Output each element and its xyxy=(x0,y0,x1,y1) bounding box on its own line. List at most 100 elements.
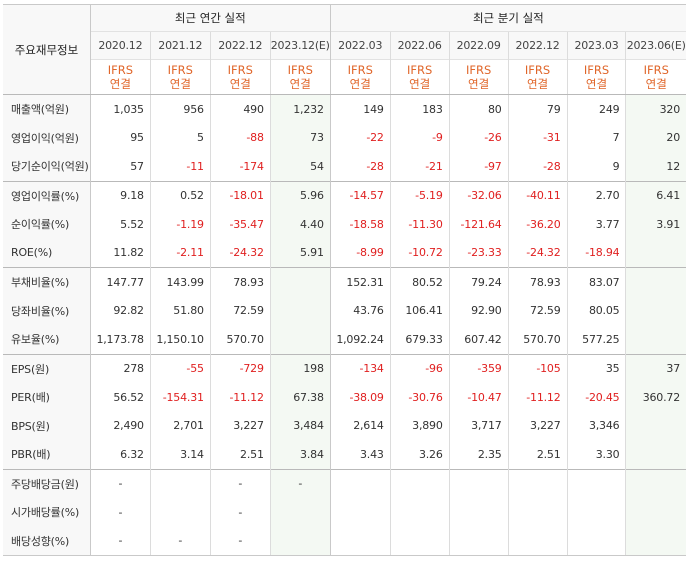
table-cell: -32.06 xyxy=(448,180,509,210)
table-cell: -23.33 xyxy=(448,238,509,268)
table-cell: 198 xyxy=(269,353,331,383)
quarter-group-header: 최근 분기 실적 xyxy=(329,4,686,32)
table-cell: -134 xyxy=(329,353,391,383)
table-cell: 3.43 xyxy=(329,440,391,469)
row-label: BPS(원) xyxy=(3,411,91,440)
table-cell: - xyxy=(89,526,151,556)
table-cell: 9.18 xyxy=(89,180,151,210)
table-cell xyxy=(507,498,568,527)
table-cell: 2,490 xyxy=(89,411,151,440)
table-row: PBR(배) 6.32 3.14 2.51 3.84 3.43 3.26 2.35 2.51 3.… xyxy=(3,440,686,469)
table-cell: 152.31 xyxy=(329,267,391,297)
table-row: 시가배당률(%) - - xyxy=(3,498,686,527)
table-cell xyxy=(269,498,331,527)
table-cell: -729 xyxy=(209,353,271,383)
table-cell xyxy=(389,526,450,556)
table-cell: 3.30 xyxy=(566,440,626,469)
table-cell: 12 xyxy=(625,152,686,181)
basis-standard-label: IFRS xyxy=(227,63,253,77)
row-label: 순이익률(%) xyxy=(3,210,91,239)
basis-standard-label: IFRS xyxy=(107,63,134,77)
table-cell: 80.52 xyxy=(389,267,450,297)
table-cell: 5.91 xyxy=(269,238,331,268)
table-cell: -2.11 xyxy=(149,238,211,268)
basis-consolidation-label: 연결 xyxy=(289,77,311,91)
basis-consolidation-label: 연결 xyxy=(349,77,371,91)
table-cell: -11.12 xyxy=(507,383,568,412)
period-header: 2022.09 xyxy=(448,31,509,60)
table-cell: 1,150.10 xyxy=(149,325,211,354)
table-cell: 37 xyxy=(625,353,686,383)
row-label: 당좌비율(%) xyxy=(3,296,91,325)
table-cell: 1,092.24 xyxy=(329,325,391,354)
table-cell xyxy=(507,468,568,498)
table-cell: -174 xyxy=(209,152,271,181)
table-cell: -121.64 xyxy=(448,210,509,239)
table-cell xyxy=(149,468,211,498)
table-cell: 35 xyxy=(566,353,626,383)
table-cell xyxy=(625,468,686,498)
table-cell: 147.77 xyxy=(89,267,151,297)
basis-consolidation-label: 연결 xyxy=(109,77,131,91)
row-label: 시가배당률(%) xyxy=(3,498,91,527)
table-row: BPS(원) 2,490 2,701 3,227 3,484 2,614 3,890 3,71… xyxy=(3,411,686,440)
table-cell: - xyxy=(89,498,151,527)
table-cell: -30.76 xyxy=(389,383,450,412)
table-cell: 5.96 xyxy=(269,180,331,210)
table-cell xyxy=(269,325,331,354)
table-cell: -21 xyxy=(389,152,450,181)
table-cell: 54 xyxy=(269,152,331,181)
table-cell: - xyxy=(209,498,271,527)
table-cell xyxy=(389,498,450,527)
table-cell xyxy=(625,498,686,527)
basis-standard-label: IFRS xyxy=(167,63,193,77)
table-cell: 73 xyxy=(269,123,331,152)
table-cell: -28 xyxy=(507,152,568,181)
table-cell: 3,890 xyxy=(389,411,450,440)
table-row: PER(배) 56.52 -154.31 -11.12 67.38 -38.09 -30.7… xyxy=(3,383,686,412)
row-label: 부채비율(%) xyxy=(3,267,91,297)
table-cell: -18.01 xyxy=(209,180,271,210)
table-cell xyxy=(625,267,686,297)
table-cell: 490 xyxy=(209,94,271,124)
table-cell: -28 xyxy=(329,152,391,181)
table-cell: 56.52 xyxy=(89,383,151,412)
table-cell xyxy=(329,526,391,556)
table-cell xyxy=(329,468,391,498)
table-cell: 3.91 xyxy=(625,210,686,239)
table-cell: -1.19 xyxy=(149,210,211,239)
period-header: 2022.12 xyxy=(209,31,271,60)
table-cell: 3.14 xyxy=(149,440,211,469)
table-cell xyxy=(566,468,626,498)
table-row: 순이익률(%) 5.52 -1.19 -35.47 4.40 -18.58 -11.30 -1… xyxy=(3,210,686,239)
period-header: 2022.12 xyxy=(507,31,568,60)
table-cell: 78.93 xyxy=(209,267,271,297)
table-cell: -105 xyxy=(507,353,568,383)
table-cell: -31 xyxy=(507,123,568,152)
table-cell: 956 xyxy=(149,94,211,124)
table-cell: 3.26 xyxy=(389,440,450,469)
row-label: 매출액(억원) xyxy=(3,94,91,124)
basis-standard-label: IFRS xyxy=(347,63,373,77)
basis-header: IFRS 연결 xyxy=(625,59,686,95)
table-cell: 278 xyxy=(89,353,151,383)
basis-standard-label: IFRS xyxy=(643,63,669,77)
row-label: 주당배당금(원) xyxy=(3,468,91,498)
table-cell xyxy=(269,267,331,297)
table-cell: 3,227 xyxy=(507,411,568,440)
table-cell: 67.38 xyxy=(269,383,331,412)
table-cell: 3,346 xyxy=(566,411,626,440)
table-cell xyxy=(448,498,509,527)
table-cell: 51.80 xyxy=(149,296,211,325)
table-cell: -24.32 xyxy=(507,238,568,268)
table-cell xyxy=(149,498,211,527)
table-cell: 607.42 xyxy=(448,325,509,354)
row-label: ROE(%) xyxy=(3,238,91,268)
table-cell: -11.30 xyxy=(389,210,450,239)
table-cell: -96 xyxy=(389,353,450,383)
basis-header: IFRS 연결 xyxy=(149,59,211,95)
table-cell: 679.33 xyxy=(389,325,450,354)
table-cell: - xyxy=(269,468,331,498)
table-cell: 2,614 xyxy=(329,411,391,440)
table-cell: -11.12 xyxy=(209,383,271,412)
